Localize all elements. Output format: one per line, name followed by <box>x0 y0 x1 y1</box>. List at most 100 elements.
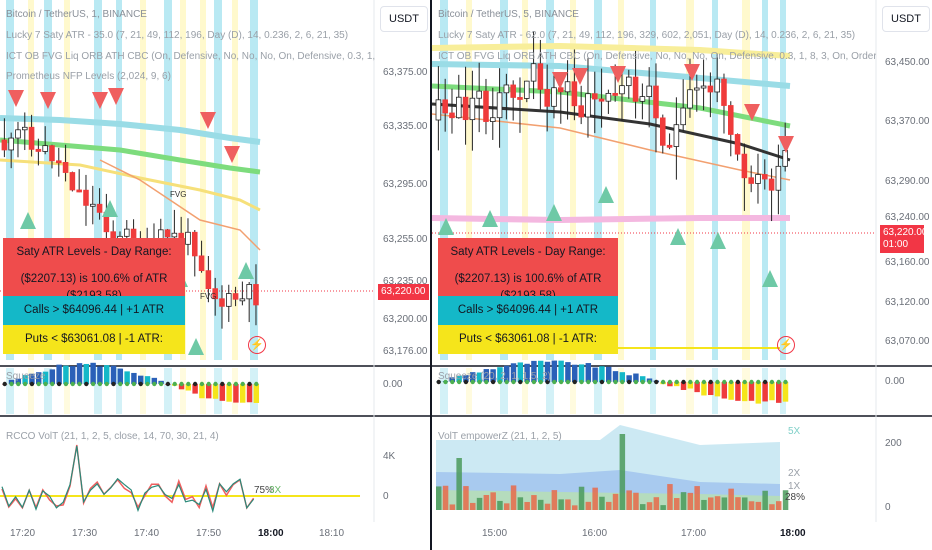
candle-body <box>585 93 591 118</box>
right-volt-label[interactable]: VolT empowerZ (21, 1, 2, 5) <box>438 431 562 442</box>
volume-bar <box>748 501 755 510</box>
volume-bar <box>476 497 483 510</box>
volume-bar <box>497 500 503 510</box>
left-price-tick: 63,375.00 <box>383 67 428 78</box>
left-volt-tick: 4K <box>383 451 396 462</box>
volume-bar <box>680 492 687 510</box>
signal-triangle-down <box>744 104 760 121</box>
candle-body <box>768 178 775 191</box>
candle-body <box>90 203 96 207</box>
squeeze-dot <box>592 379 598 385</box>
volume-bar <box>592 487 598 510</box>
left-time-tick: 17:50 <box>196 528 222 539</box>
squeeze-bar <box>110 365 117 384</box>
squeeze-bar <box>29 373 35 384</box>
left-currency-badge[interactable]: USDT <box>380 6 428 32</box>
squeeze-bar <box>524 363 530 382</box>
candle-body <box>571 81 578 107</box>
ma-pink <box>431 215 790 224</box>
volume-bar <box>483 494 490 510</box>
right-indicator-saty[interactable]: Lucky 7 Saty ATR - 62.0 (7, 21, 49, 112,… <box>438 30 856 41</box>
candle-body <box>734 134 741 155</box>
squeeze-dot <box>756 379 761 385</box>
session-band <box>546 0 554 360</box>
squeeze-dot <box>783 379 788 385</box>
squeeze-bar <box>680 382 687 390</box>
right-bolt-icon[interactable]: ⚡ <box>777 336 795 354</box>
session-band <box>44 0 52 360</box>
squeeze-dot <box>186 381 191 387</box>
volume-bar <box>769 504 775 510</box>
right-currency-badge[interactable]: USDT <box>882 6 930 32</box>
ma-orange <box>99 159 261 251</box>
signal-triangle-up <box>762 270 778 287</box>
squeeze-bar <box>226 384 232 402</box>
left-chart-title[interactable]: Bitcoin / TetherUS, 1, BINANCE <box>6 9 147 20</box>
volume-bar <box>701 499 707 510</box>
left-bolt-icon[interactable]: ⚡ <box>248 336 266 354</box>
ma-black <box>431 102 791 162</box>
session-band <box>214 0 222 360</box>
volt-level-5x: 5X <box>788 426 801 437</box>
right-volt-tick: 200 <box>885 438 902 449</box>
left-indicator-ict[interactable]: ICT OB FVG Liq ORB ATH CBC (On, Defensiv… <box>6 51 378 62</box>
squeeze-bar <box>206 384 212 399</box>
session-band <box>686 368 694 414</box>
candle-body <box>551 87 557 107</box>
left-squeeze-label[interactable]: Squeeze <box>6 371 46 382</box>
volume-bar <box>776 501 782 510</box>
squeeze-dot <box>477 379 482 385</box>
left-indicator-nfp[interactable]: Prometheus NFP Levels (2,024, 9, 6) <box>6 71 171 82</box>
squeeze-dot <box>633 379 639 385</box>
signal-triangle-up <box>238 262 254 279</box>
squeeze-dot <box>490 379 496 385</box>
session-band <box>94 368 102 414</box>
candle-body <box>755 174 761 184</box>
session-band <box>570 368 576 414</box>
volume-bar <box>782 490 789 510</box>
volume-bar <box>667 484 673 510</box>
volume-bar <box>674 498 680 510</box>
squeeze-bar <box>192 384 198 394</box>
session-band <box>28 368 34 414</box>
squeeze-bar <box>83 363 90 384</box>
session-band <box>116 368 122 414</box>
left-time-tick: 17:30 <box>72 528 98 539</box>
candle-body <box>748 177 754 184</box>
left-volt-label[interactable]: RCCO VolT (21, 1, 2, 5, close, 14, 70, 3… <box>6 431 219 442</box>
ma-green <box>0 137 261 175</box>
left-price-tick: 63,295.00 <box>383 179 428 190</box>
right-time-tick: 16:00 <box>582 528 608 539</box>
candle-body <box>124 228 130 237</box>
signal-triangle-up <box>102 200 118 217</box>
candle-body <box>687 89 693 109</box>
squeeze-bar <box>782 382 789 402</box>
candle-body <box>524 80 530 99</box>
candle-body <box>496 92 503 119</box>
left-indicator-saty[interactable]: Lucky 7 Saty ATR - 35.0 (7, 21, 49, 112,… <box>6 30 349 41</box>
squeeze-bar <box>626 375 632 382</box>
volume-bar <box>612 493 619 510</box>
squeeze-dot <box>735 379 741 385</box>
squeeze-bar <box>449 377 456 382</box>
right-indicator-ict[interactable]: ICT OB FVG Liq ORB ATH CBC (On, Defensiv… <box>438 51 876 62</box>
signal-triangle-down <box>684 64 700 81</box>
squeeze-bar <box>694 382 700 393</box>
squeeze-bar <box>572 364 578 382</box>
signal-triangle-down <box>224 146 240 163</box>
candle-body <box>544 88 550 107</box>
squeeze-dot <box>124 381 130 387</box>
squeeze-dot <box>104 381 109 387</box>
right-time-tick: 15:00 <box>482 528 508 539</box>
right-chart-title[interactable]: Bitcoin / TetherUS, 5, BINANCE <box>438 9 579 20</box>
signal-triangle-up <box>710 232 726 249</box>
ma-teal <box>0 115 261 145</box>
volume-bar <box>735 497 741 510</box>
ma-teal <box>431 61 791 89</box>
right-squeeze-label[interactable]: Squeeze (20, 2, 1, 1.5, 2) <box>438 371 551 382</box>
candle-body <box>510 84 516 98</box>
candle-body <box>76 189 82 193</box>
squeeze-dot <box>606 379 611 385</box>
atr-table-puts: Puts < $63061.08 | -1 ATR: $61385.18 <box>438 325 618 354</box>
